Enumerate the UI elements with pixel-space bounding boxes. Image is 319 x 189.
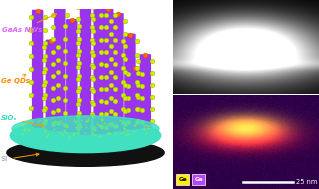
FancyBboxPatch shape <box>93 0 105 134</box>
Ellipse shape <box>7 139 164 166</box>
Text: 25 nm: 25 nm <box>296 179 317 185</box>
FancyBboxPatch shape <box>32 10 43 128</box>
Text: GaAs NWs: GaAs NWs <box>2 14 56 33</box>
Bar <box>176 174 189 185</box>
Bar <box>192 174 205 185</box>
FancyBboxPatch shape <box>54 0 66 131</box>
Text: Si: Si <box>1 153 39 163</box>
FancyBboxPatch shape <box>46 40 57 131</box>
Ellipse shape <box>12 116 159 142</box>
FancyBboxPatch shape <box>129 67 141 129</box>
Ellipse shape <box>10 119 161 153</box>
FancyBboxPatch shape <box>80 0 91 135</box>
FancyBboxPatch shape <box>66 19 78 132</box>
FancyBboxPatch shape <box>124 34 136 130</box>
FancyBboxPatch shape <box>102 8 114 133</box>
Text: SiOₓ: SiOₓ <box>1 115 44 127</box>
Text: Ga: Ga <box>195 177 203 182</box>
Text: Ge: Ge <box>178 177 187 182</box>
FancyBboxPatch shape <box>112 13 124 131</box>
FancyBboxPatch shape <box>140 54 151 128</box>
Text: Ge QDs: Ge QDs <box>1 74 30 84</box>
